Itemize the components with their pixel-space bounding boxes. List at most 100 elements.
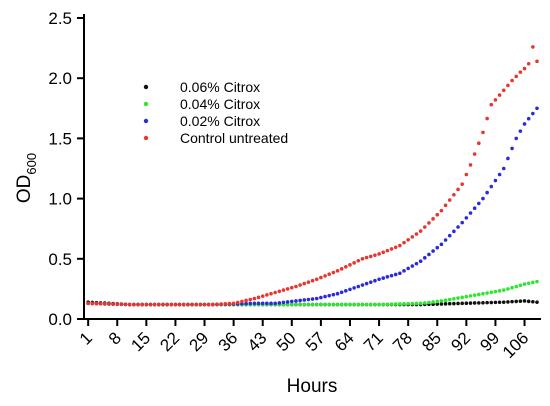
data-point xyxy=(144,302,149,307)
data-point xyxy=(477,292,481,297)
data-point xyxy=(472,206,477,211)
data-point xyxy=(186,302,190,307)
data-point xyxy=(352,261,356,265)
data-point xyxy=(485,116,489,121)
data-point xyxy=(227,301,232,306)
data-point xyxy=(406,266,410,271)
data-point xyxy=(256,301,261,306)
data-point xyxy=(385,248,390,253)
data-point xyxy=(427,252,431,257)
data-point xyxy=(506,287,510,291)
data-point xyxy=(456,187,460,192)
data-point xyxy=(289,299,294,304)
data-point xyxy=(447,198,452,202)
legend-marker xyxy=(143,101,149,107)
data-point xyxy=(161,302,165,307)
data-point xyxy=(269,291,273,296)
data-point xyxy=(472,293,477,297)
data-point xyxy=(281,288,286,292)
data-point xyxy=(393,245,398,250)
data-point xyxy=(306,297,311,302)
data-point xyxy=(248,297,253,302)
data-point xyxy=(294,302,298,307)
series-2 xyxy=(86,106,539,307)
data-point xyxy=(136,302,140,307)
data-point xyxy=(464,301,469,306)
data-point xyxy=(298,302,302,307)
data-point xyxy=(452,301,456,306)
data-point xyxy=(464,216,469,220)
data-point xyxy=(447,233,452,238)
data-point xyxy=(111,302,115,306)
data-point xyxy=(352,302,356,307)
data-point xyxy=(501,88,506,93)
data-point xyxy=(489,300,494,305)
data-point xyxy=(306,280,311,284)
data-point xyxy=(148,302,153,307)
data-point xyxy=(298,283,302,287)
data-point xyxy=(198,302,203,307)
data-point xyxy=(493,178,498,183)
data-point xyxy=(477,201,481,206)
data-point xyxy=(410,301,415,306)
data-point xyxy=(472,301,477,305)
data-point xyxy=(439,208,444,213)
data-point xyxy=(235,300,240,305)
data-point xyxy=(215,302,219,307)
data-point xyxy=(348,287,352,292)
data-point xyxy=(244,298,248,303)
data-point xyxy=(489,184,494,189)
data-point xyxy=(177,302,182,307)
data-point xyxy=(493,300,498,305)
data-point xyxy=(464,294,469,299)
data-point xyxy=(385,275,390,279)
data-point xyxy=(493,289,498,294)
data-point xyxy=(252,301,257,306)
data-point xyxy=(535,59,539,64)
data-point xyxy=(510,285,514,290)
data-point xyxy=(140,302,144,307)
data-point xyxy=(452,192,456,197)
data-point xyxy=(468,163,473,167)
data-point xyxy=(531,299,535,304)
data-point xyxy=(422,256,427,260)
data-point xyxy=(460,295,464,300)
data-point xyxy=(373,302,377,307)
data-point xyxy=(460,182,464,186)
data-point xyxy=(493,98,498,102)
x-tick-label: 57 xyxy=(302,328,329,355)
data-point xyxy=(323,274,327,278)
data-point xyxy=(377,302,381,307)
data-point xyxy=(518,299,523,303)
data-point xyxy=(514,299,519,304)
data-point xyxy=(368,302,373,307)
y-tick-label: 1.5 xyxy=(48,129,72,148)
data-point xyxy=(460,220,464,225)
data-point xyxy=(531,280,535,285)
data-point xyxy=(339,267,344,271)
data-point xyxy=(506,156,510,161)
data-point xyxy=(319,275,323,280)
data-point xyxy=(522,66,527,71)
data-point xyxy=(489,290,494,295)
data-point xyxy=(531,111,535,116)
data-point xyxy=(314,277,319,282)
data-point xyxy=(377,277,381,282)
y-tick-group: 0.0 0.5 1.0 1.5 2.0 2.5 xyxy=(48,9,84,329)
data-point xyxy=(90,301,95,306)
data-point xyxy=(152,302,157,307)
data-point xyxy=(360,257,365,261)
data-point xyxy=(477,141,481,146)
data-point xyxy=(447,301,452,306)
data-point xyxy=(202,302,207,307)
data-point xyxy=(360,302,365,307)
data-point xyxy=(373,278,377,283)
data-point xyxy=(422,225,427,229)
y-axis-title: OD600 xyxy=(14,153,39,203)
data-point xyxy=(356,259,361,263)
data-point xyxy=(464,172,469,177)
data-point xyxy=(481,196,485,201)
data-point xyxy=(526,299,531,304)
data-point xyxy=(323,294,327,299)
